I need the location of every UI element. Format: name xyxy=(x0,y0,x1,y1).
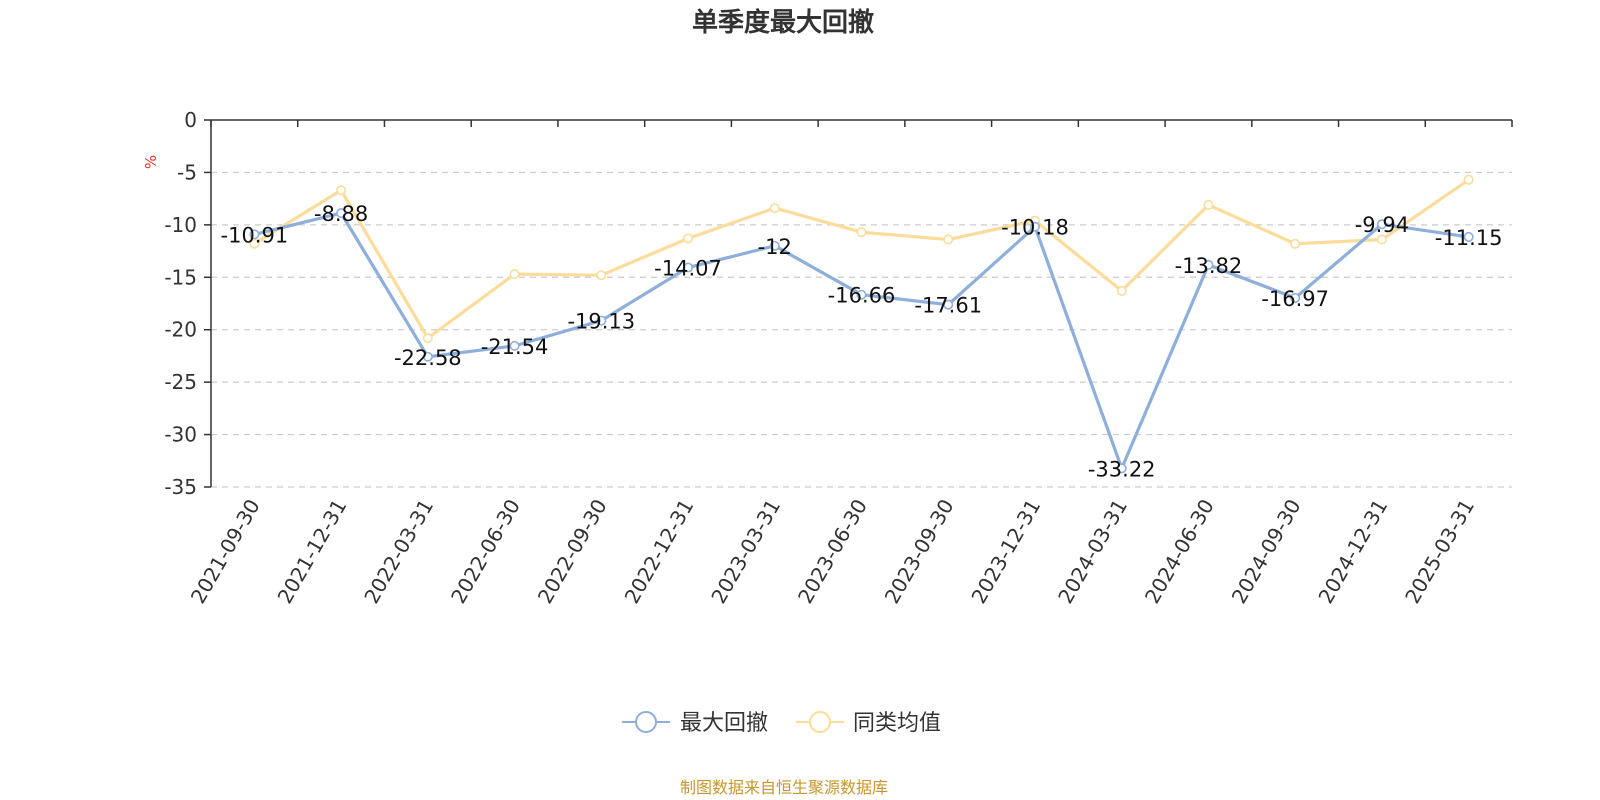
legend-label: 最大回撤 xyxy=(680,711,768,736)
legend-marker xyxy=(809,711,831,733)
x-tick-label: 2024-09-30 xyxy=(1227,495,1306,608)
series-point xyxy=(249,229,260,240)
x-tick-label: 2021-09-30 xyxy=(186,495,265,608)
data-label: -17.61 xyxy=(914,294,982,318)
series-line xyxy=(253,178,1470,340)
series-point xyxy=(336,185,347,196)
x-tick-label: 2024-12-31 xyxy=(1313,495,1392,608)
series-line xyxy=(253,211,1469,470)
data-label: -19.13 xyxy=(567,310,635,334)
series-point xyxy=(596,270,607,281)
data-label: -14.07 xyxy=(654,257,722,281)
y-tick-label: -30 xyxy=(164,423,197,447)
series-point xyxy=(856,227,867,238)
data-label: -33.22 xyxy=(1088,457,1156,481)
series-point xyxy=(1116,285,1127,296)
series-point xyxy=(596,315,607,326)
series-point xyxy=(1203,199,1214,210)
x-tick-label: 2023-06-30 xyxy=(793,495,872,608)
x-tick-label: 2024-06-30 xyxy=(1140,495,1219,608)
x-tick-label: 2025-03-31 xyxy=(1400,495,1479,608)
series-point xyxy=(769,203,780,214)
legend[interactable]: 最大回撤 同类均值 xyxy=(622,711,941,736)
x-tick-label: 2023-09-30 xyxy=(880,495,959,608)
data-label: -16.66 xyxy=(828,284,896,308)
series-point xyxy=(1290,238,1301,249)
series-point xyxy=(683,233,694,244)
y-axis-unit: % xyxy=(142,155,160,169)
data-labels: -10.91 -8.88 -22.58 -21.54 -19.13 -14.07 -12 -1… xyxy=(221,202,1503,481)
series-point xyxy=(683,262,694,273)
x-tick-label: 2022-06-30 xyxy=(446,495,525,608)
series-point xyxy=(422,333,433,344)
x-tick-label: 2022-12-31 xyxy=(620,495,699,608)
series-point xyxy=(769,240,780,251)
source-note: 制图数据来自恒生聚源数据库 xyxy=(680,778,888,797)
series-point xyxy=(422,351,433,362)
series-point xyxy=(1463,174,1474,185)
x-tick-label: 2023-12-31 xyxy=(966,495,1045,608)
series-point xyxy=(1376,219,1387,230)
series-point xyxy=(509,340,520,351)
data-label: -22.58 xyxy=(394,346,462,370)
series-point xyxy=(856,289,867,300)
series-point xyxy=(943,234,954,245)
data-label: -11.15 xyxy=(1435,226,1503,250)
series-point xyxy=(249,238,260,249)
y-tick-label: -20 xyxy=(164,318,197,342)
data-label: -13.82 xyxy=(1175,254,1243,278)
series-layer xyxy=(249,174,1474,474)
chart-title: 单季度最大回撤 xyxy=(692,7,874,38)
data-label: -21.54 xyxy=(481,335,549,359)
legend-item[interactable]: 同类均值 xyxy=(796,711,941,736)
data-label: -10.18 xyxy=(1001,216,1069,240)
y-tick-label: -5 xyxy=(177,160,197,184)
x-tick-label: 2022-09-30 xyxy=(533,495,612,608)
data-label: -16.97 xyxy=(1261,287,1329,311)
y-tick-label: -15 xyxy=(164,265,197,289)
y-tick-label: -25 xyxy=(164,370,197,394)
x-tick-label: 2023-03-31 xyxy=(706,495,785,608)
series-point xyxy=(1463,231,1474,242)
legend-label: 同类均值 xyxy=(853,711,941,736)
y-tick-label: -35 xyxy=(164,475,197,499)
y-tick-label: -10 xyxy=(164,213,197,237)
series-point xyxy=(1203,259,1214,270)
x-tick-label: 2022-03-31 xyxy=(359,495,438,608)
series-point xyxy=(509,269,520,280)
series-point xyxy=(1116,463,1127,474)
x-tick-label: 2024-03-31 xyxy=(1053,495,1132,608)
data-label: -10.91 xyxy=(221,223,289,247)
data-label: -8.88 xyxy=(314,202,368,226)
series-point xyxy=(336,208,347,219)
legend-marker xyxy=(635,711,657,733)
series-point xyxy=(1290,292,1301,303)
series-point xyxy=(1376,234,1387,245)
legend-item[interactable]: 最大回撤 xyxy=(622,711,768,736)
y-tick-label: 0 xyxy=(184,108,197,132)
series-point xyxy=(943,299,954,310)
series-point xyxy=(1029,221,1040,232)
data-label: -12 xyxy=(758,235,792,259)
x-tick-label: 2021-12-31 xyxy=(273,495,352,608)
grid xyxy=(211,171,1512,488)
data-label: -9.94 xyxy=(1355,213,1409,237)
